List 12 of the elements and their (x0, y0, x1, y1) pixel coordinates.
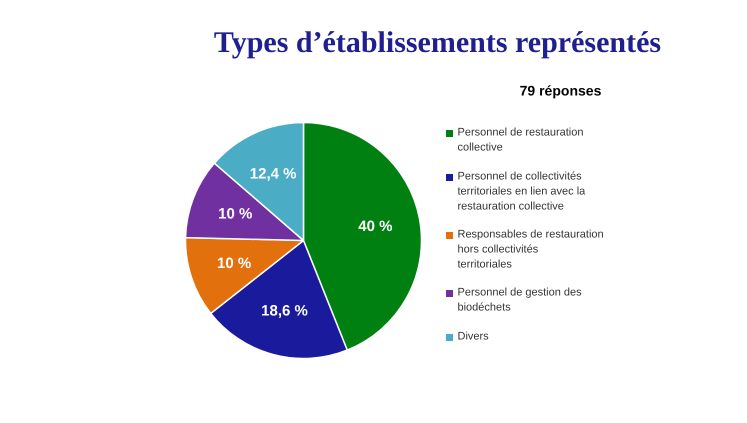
legend-label: Responsables de restauration hors collectivités territoriales (458, 228, 604, 270)
data-label: 10 % (216, 255, 252, 272)
data-label: 10 % (218, 206, 252, 223)
data-label: 12,4 % (250, 165, 296, 182)
legend-label: Divers (458, 330, 490, 342)
legend-label: Personnel de gestion des biodéchets (458, 286, 582, 314)
legend-label: Personnel de restauration collective (458, 126, 584, 154)
legend-label: Personnel de collectivités territoriales en lien avec la restauration collective (458, 170, 586, 212)
chart-subtitle: 79 réponses (520, 82, 602, 98)
chart-title: Types d’établissements représentés (214, 26, 662, 59)
data-label: 40 % (358, 218, 392, 236)
data-label: 18,6 % (261, 302, 308, 320)
